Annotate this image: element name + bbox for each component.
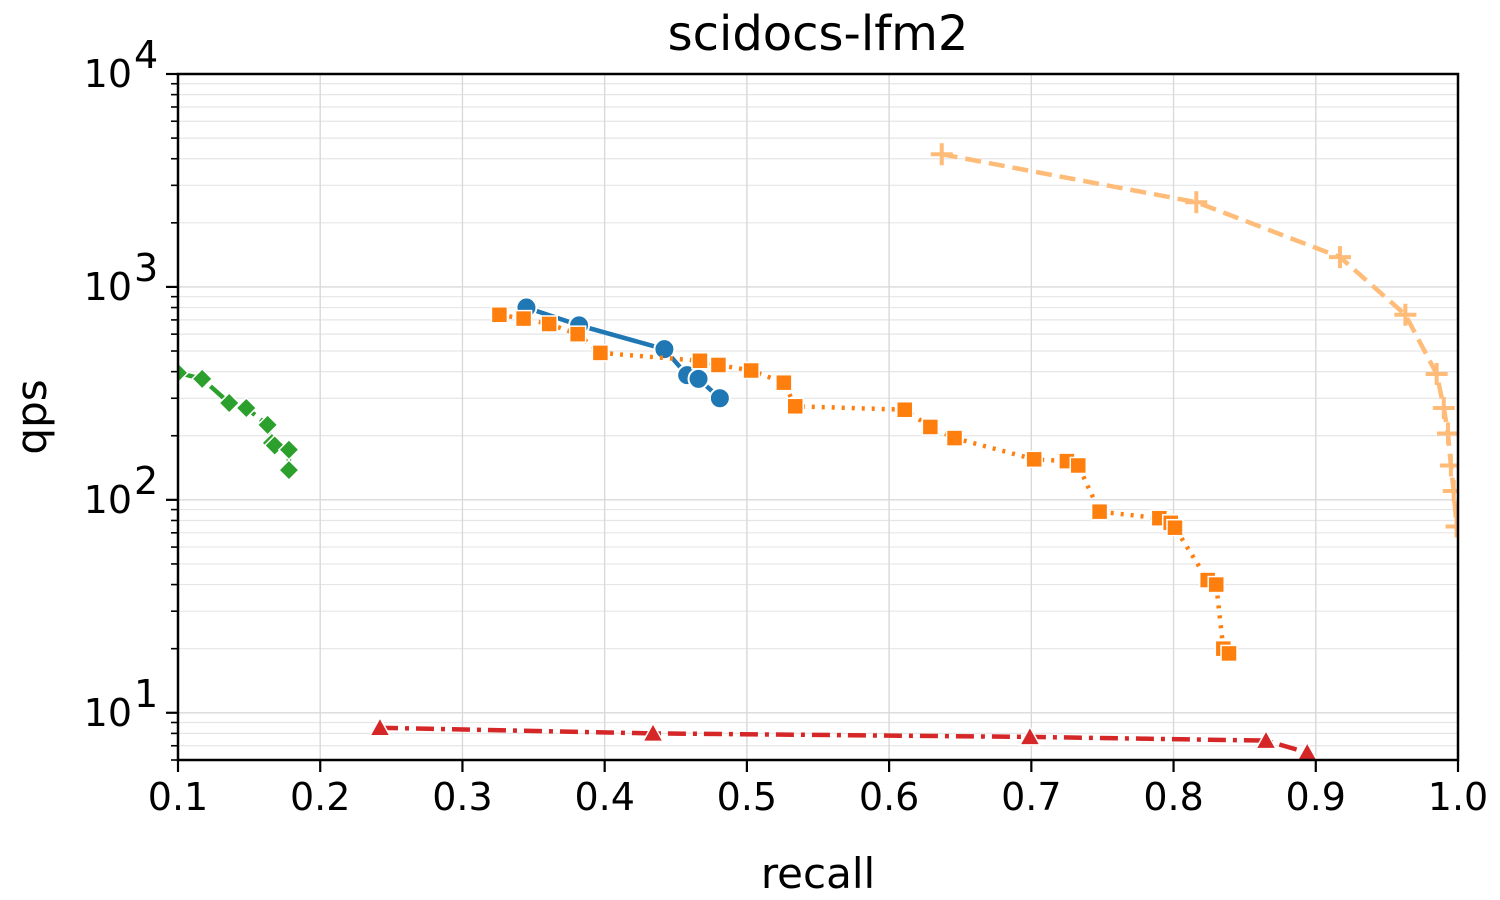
y-tick-label-exponent: 2 bbox=[134, 459, 158, 503]
data-point-orange-square bbox=[1166, 518, 1184, 537]
data-point-green-diamond bbox=[277, 458, 300, 482]
x-tick-label: 0.5 bbox=[717, 775, 777, 819]
data-point-orange-square bbox=[896, 400, 914, 419]
data-point-green-diamond bbox=[218, 391, 241, 415]
data-point-peach-plus bbox=[1445, 515, 1458, 538]
data-point-peach-plus bbox=[1439, 454, 1458, 477]
data-point-orange-square bbox=[775, 373, 793, 392]
y-tick-label-exponent: 3 bbox=[134, 246, 158, 290]
data-point-peach-plus bbox=[930, 143, 953, 166]
data-point-red-triangle bbox=[1296, 741, 1318, 760]
y-tick-label: 10 bbox=[84, 691, 132, 735]
x-tick-label: 0.3 bbox=[432, 775, 492, 819]
data-point-green-diamond bbox=[235, 396, 258, 420]
data-point-orange-square bbox=[1025, 450, 1043, 469]
x-tick-label: 0.1 bbox=[148, 775, 208, 819]
data-point-orange-square bbox=[514, 309, 533, 328]
data-point-orange-square bbox=[568, 325, 587, 343]
data-point-peach-plus bbox=[1432, 396, 1455, 419]
data-point-blue-circle bbox=[653, 338, 676, 361]
data-point-green-diamond bbox=[191, 367, 214, 390]
x-tick-label: 0.9 bbox=[1286, 775, 1346, 819]
y-tick-label-exponent: 4 bbox=[134, 33, 158, 77]
data-point-orange-square bbox=[1207, 575, 1225, 594]
y-tick-label: 10 bbox=[84, 478, 132, 522]
x-tick-label: 0.7 bbox=[1001, 775, 1061, 819]
data-point-red-triangle bbox=[368, 716, 392, 737]
x-tick-label: 0.6 bbox=[859, 775, 919, 819]
series-line-peach-plus bbox=[941, 151, 1458, 527]
series-line-green-diamond bbox=[178, 370, 292, 471]
data-point-red-triangle bbox=[641, 721, 665, 743]
data-point-blue-circle bbox=[687, 367, 710, 390]
data-point-red-triangle bbox=[1254, 729, 1278, 750]
y-tick-label-exponent: 1 bbox=[134, 672, 158, 716]
y-tick-label: 10 bbox=[84, 52, 132, 96]
y-axis-title: qps bbox=[7, 379, 56, 454]
data-point-orange-square bbox=[945, 429, 964, 447]
plot-frame bbox=[176, 72, 1460, 762]
data-point-orange-square bbox=[591, 344, 610, 362]
x-tick-label: 0.2 bbox=[290, 775, 350, 819]
data-point-orange-square bbox=[742, 361, 760, 380]
data-point-peach-plus bbox=[1328, 246, 1351, 269]
x-tick-label: 0.8 bbox=[1143, 775, 1203, 819]
series-red-triangle bbox=[368, 716, 1318, 760]
data-point-peach-plus bbox=[1394, 303, 1417, 326]
data-point-peach-plus bbox=[1425, 362, 1448, 385]
data-point-orange-square bbox=[786, 397, 804, 416]
data-point-peach-plus bbox=[1437, 422, 1458, 445]
x-tick-label: 0.4 bbox=[574, 775, 634, 819]
data-point-orange-square bbox=[921, 418, 940, 436]
data-point-orange-square bbox=[1069, 456, 1088, 475]
data-point-green-diamond bbox=[178, 361, 190, 384]
data-point-orange-square bbox=[691, 352, 709, 370]
series-orange-square bbox=[490, 306, 1238, 663]
data-point-orange-square bbox=[490, 306, 509, 324]
data-point-green-diamond bbox=[256, 413, 279, 436]
x-tick-label: 1.0 bbox=[1428, 775, 1488, 819]
data-point-orange-square bbox=[1090, 502, 1109, 521]
series-layer bbox=[178, 143, 1458, 760]
data-point-orange-square bbox=[540, 315, 558, 333]
data-point-blue-circle bbox=[708, 387, 731, 410]
data-point-peach-plus bbox=[1442, 480, 1458, 503]
series-peach-plus bbox=[930, 143, 1458, 538]
data-point-orange-square bbox=[1220, 644, 1238, 663]
grid bbox=[177, 73, 1459, 761]
data-point-red-triangle bbox=[1018, 725, 1042, 746]
y-tick-label: 10 bbox=[84, 265, 132, 309]
data-point-peach-plus bbox=[1185, 191, 1208, 214]
chart-title: scidocs-lfm2 bbox=[668, 6, 969, 62]
x-axis-title: recall bbox=[761, 849, 875, 898]
series-green-diamond bbox=[178, 361, 300, 482]
data-point-orange-square bbox=[709, 356, 728, 374]
